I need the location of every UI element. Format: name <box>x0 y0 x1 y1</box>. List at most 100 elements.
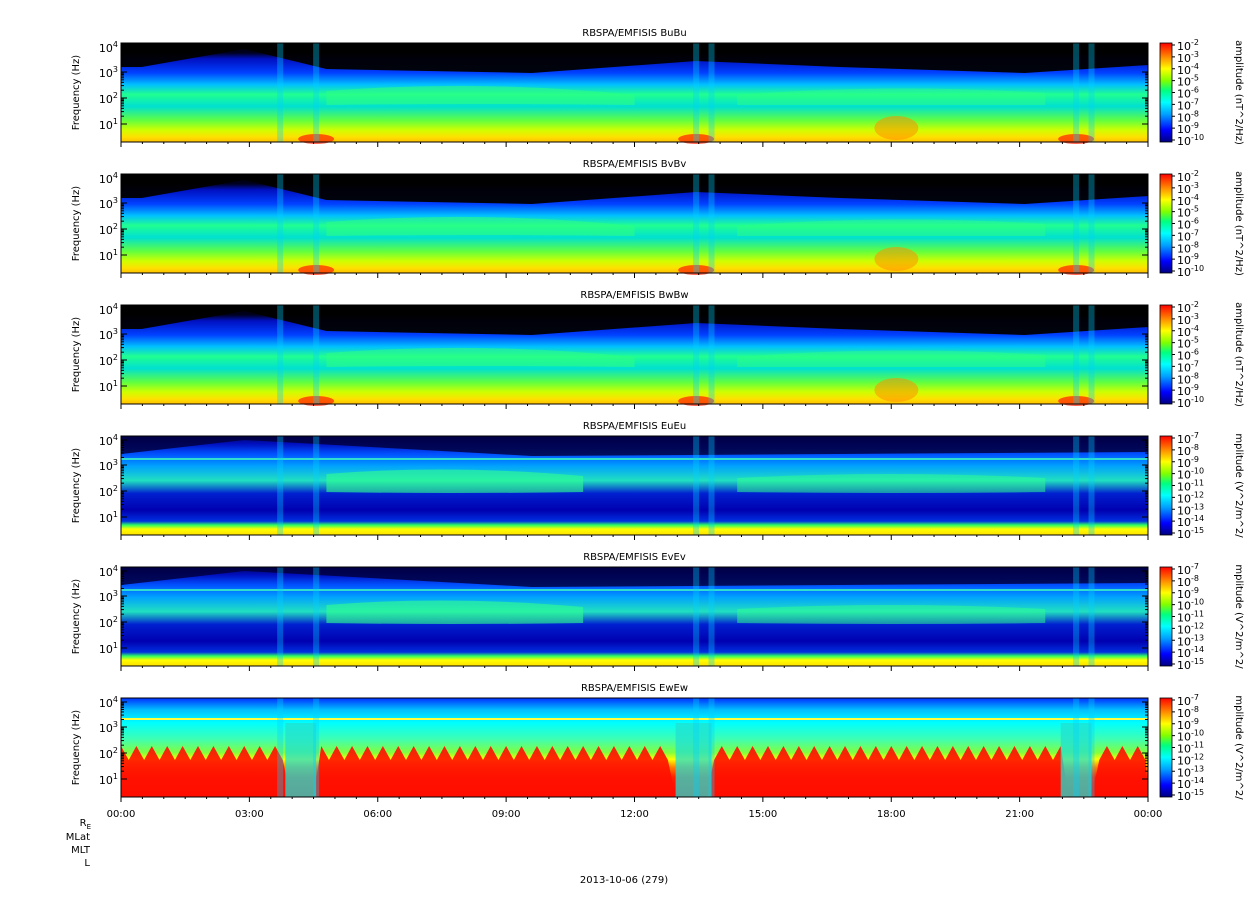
perigee-burst <box>1073 43 1080 142</box>
y-axis-label: Frequency (Hz) <box>71 448 82 524</box>
perigee-burst <box>277 174 284 273</box>
perigee-burst <box>277 698 284 797</box>
perigee-burst <box>277 305 284 404</box>
ephem-mlat-label: MLat <box>65 832 90 843</box>
x-tick-label: 09:00 <box>492 809 521 820</box>
colorbar-tick-label: 10-8 <box>1177 705 1199 720</box>
perigee-burst <box>313 436 320 535</box>
low-freq-burst <box>678 265 715 275</box>
colorbar-tick-label: 10-2 <box>1177 300 1199 315</box>
perigee-burst <box>277 567 284 666</box>
spectrogram-image <box>121 305 1148 404</box>
colorbar-tick-label: 10-10 <box>1177 264 1204 279</box>
colorbar-tick-label: 10-13 <box>1177 633 1204 648</box>
ephem-re-label: RE <box>79 818 91 831</box>
spectrogram-image <box>121 43 1148 142</box>
colorbar-tick-label: 10-9 <box>1177 383 1199 398</box>
perigee-burst <box>1073 305 1080 404</box>
colorbar-tick-label: 10-4 <box>1177 62 1199 77</box>
colorbar-tick-label: 10-10 <box>1177 395 1204 410</box>
x-tick-label: 15:00 <box>748 809 777 820</box>
y-tick-label: 104 <box>99 433 118 448</box>
x-tick-label: 21:00 <box>1005 809 1034 820</box>
colorbar-tick-label: 10-5 <box>1177 205 1199 220</box>
panel-frame <box>120 42 1149 143</box>
perigee-burst <box>1073 436 1080 535</box>
perigee-burst <box>313 305 320 404</box>
y-axis-label: Frequency (Hz) <box>71 186 82 262</box>
perigee-burst <box>313 698 320 797</box>
y-tick-label: 102 <box>99 615 118 630</box>
dark-region <box>121 305 1148 335</box>
perigee-burst <box>1088 436 1095 535</box>
dark-region <box>121 174 1148 204</box>
perigee-burst <box>1088 567 1095 666</box>
colorbar-tick-label: 10-8 <box>1177 574 1199 589</box>
low-freq-burst <box>1058 265 1095 275</box>
perigee-burst <box>1088 174 1095 273</box>
perigee-burst <box>708 174 715 273</box>
x-tick-label: 00:00 <box>1134 809 1163 820</box>
spectrogram-image <box>121 567 1148 666</box>
colorbar-tick-label: 10-5 <box>1177 336 1199 351</box>
colorbar-tick-label: 10-5 <box>1177 74 1199 89</box>
perigee-burst <box>708 567 715 666</box>
colorbar-tick-label: 10-3 <box>1177 181 1199 196</box>
colorbar-label: amplitude (nT^2/Hz) <box>1233 171 1244 276</box>
perigee-burst <box>693 567 700 666</box>
hiss-band <box>737 88 1046 105</box>
x-tick-label: 03:00 <box>235 809 264 820</box>
y-axis-label: Frequency (Hz) <box>71 579 82 655</box>
y-tick-label: 103 <box>99 589 118 604</box>
perigee-burst <box>1088 305 1095 404</box>
spectrogram-panel: RBSPA/EMFISIS BwBw 104 103 102 101 Frequency … <box>71 290 1244 410</box>
colorbar-tick-label: 10-7 <box>1177 431 1199 446</box>
perigee-gap <box>285 723 317 797</box>
colorbar-tick-label: 10-3 <box>1177 312 1199 327</box>
perigee-burst <box>313 43 320 142</box>
spectrogram-panel: RBSPA/EMFISIS BvBv 104 103 102 101 Frequency … <box>71 159 1244 279</box>
perigee-gap <box>1060 723 1092 797</box>
hiss-band <box>326 600 584 624</box>
colorbar-tick-label: 10-9 <box>1177 455 1199 470</box>
y-tick-label: 101 <box>99 379 118 394</box>
colorbar-tick-label: 10-13 <box>1177 764 1204 779</box>
colorbar <box>1159 566 1173 667</box>
low-freq-burst <box>874 247 919 271</box>
perigee-burst <box>313 567 320 666</box>
spectrogram-image <box>121 174 1148 273</box>
ephem-mlt-label: MLT <box>71 845 90 856</box>
y-tick-label: 101 <box>99 772 118 787</box>
colorbar-tick-label: 10-10 <box>1177 598 1204 613</box>
perigee-burst <box>693 174 700 273</box>
y-tick-label: 104 <box>99 695 118 710</box>
y-tick-label: 101 <box>99 117 118 132</box>
y-axis-label: Frequency (Hz) <box>71 317 82 393</box>
x-tick-label: 06:00 <box>363 809 392 820</box>
colorbar-tick-label: 10-2 <box>1177 169 1199 184</box>
colorbar-label: mplitude (V^2/m^2/ <box>1233 433 1244 538</box>
dark-region <box>121 436 1148 456</box>
y-tick-label: 102 <box>99 222 118 237</box>
y-axis-label: Frequency (Hz) <box>71 55 82 131</box>
low-freq-burst <box>874 116 919 140</box>
colorbar-label: amplitude (nT^2/Hz) <box>1233 40 1244 145</box>
y-tick-label: 103 <box>99 196 118 211</box>
colorbar-tick-label: 10-6 <box>1177 348 1199 363</box>
colorbar-tick-label: 10-15 <box>1177 526 1204 541</box>
perigee-burst <box>1088 43 1095 142</box>
perigee-burst <box>1088 698 1095 797</box>
low-freq-burst <box>298 396 335 406</box>
panel-title: RBSPA/EMFISIS BvBv <box>583 159 687 170</box>
y-tick-label: 103 <box>99 458 118 473</box>
panel-frame <box>120 304 1149 405</box>
colorbar-tick-label: 10-10 <box>1177 133 1204 148</box>
colorbar-tick-label: 10-10 <box>1177 467 1204 482</box>
colorbar-tick-label: 10-12 <box>1177 621 1204 636</box>
colorbar-tick-label: 10-12 <box>1177 490 1204 505</box>
colorbar-tick-label: 10-9 <box>1177 121 1199 136</box>
low-freq-burst <box>1058 396 1095 406</box>
spectrogram-image <box>121 436 1148 535</box>
hiss-band <box>737 605 1046 624</box>
panel-frame <box>120 566 1149 667</box>
